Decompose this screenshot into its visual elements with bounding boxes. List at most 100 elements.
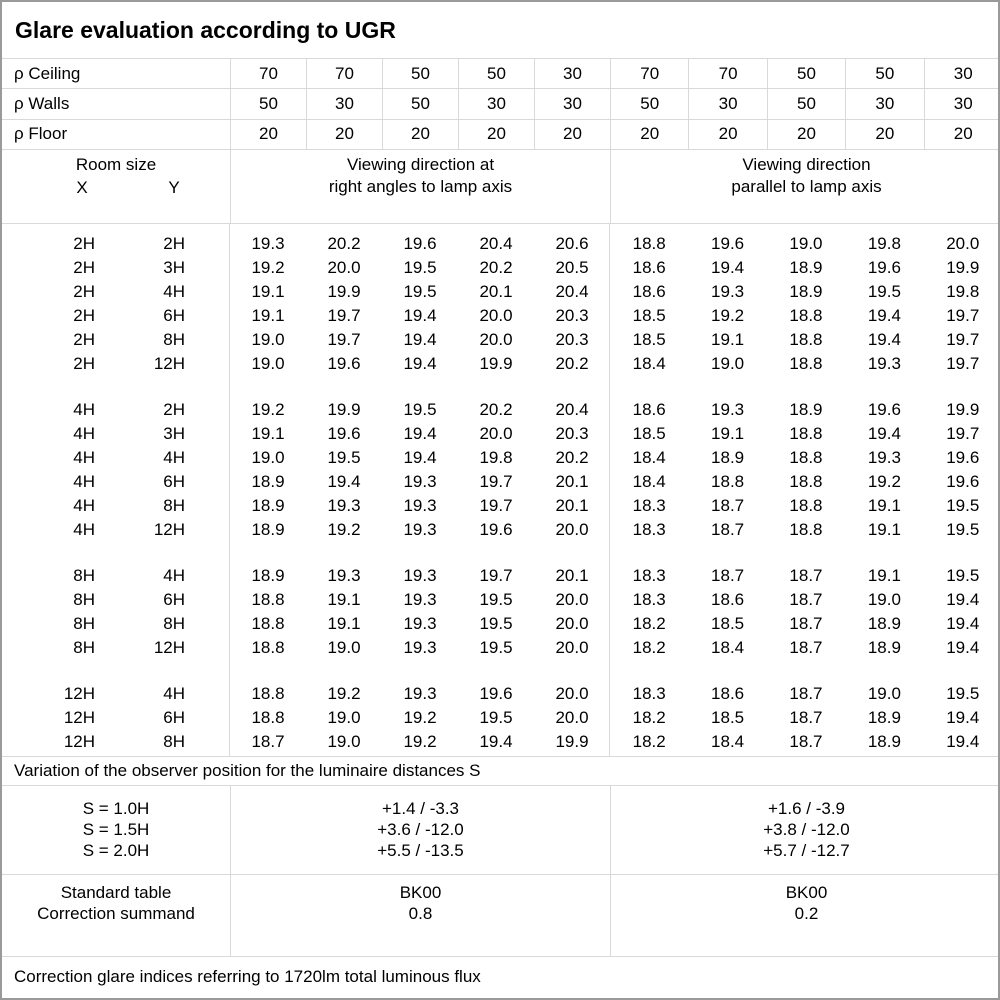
ugr-value-right-angles: 19.3 [403, 471, 437, 491]
ugr-value-right-angles: 19.5 [403, 281, 437, 301]
room-size-y: 4H [163, 281, 185, 301]
reflectance-value: 20 [458, 119, 534, 149]
ugr-value-right-angles: 19.0 [251, 329, 285, 349]
reflectance-value: 30 [534, 89, 610, 119]
ugr-value-right-angles: 19.3 [403, 519, 437, 539]
ugr-value-parallel: 18.8 [711, 471, 745, 491]
ugr-value-right-angles: 20.2 [327, 233, 361, 253]
reflectance-value: 20 [766, 119, 845, 149]
ugr-value-parallel: 19.8 [867, 233, 901, 253]
ugr-value-right-angles: 20.1 [555, 471, 589, 491]
ugr-value-right-angles: 20.4 [479, 233, 513, 253]
group-header-right-angles-line2: right angles to lamp axis [328, 176, 513, 196]
ugr-value-parallel: 18.7 [789, 707, 823, 727]
ugr-value-right-angles: 20.1 [555, 495, 589, 515]
ugr-row: 4H 4H 19.0 19.5 19.4 19.8 20.2 18.4 18.9 18.8 19.3… [2, 446, 998, 470]
ugr-value-parallel: 19.1 [711, 423, 745, 443]
block-gap [2, 660, 998, 682]
ugr-value-right-angles: 18.8 [251, 637, 285, 657]
ugr-value-parallel: 19.4 [867, 305, 901, 325]
room-size-x: 2H [73, 305, 95, 325]
variation-value: +1.4 / -3.3 [381, 799, 460, 819]
correction-summand-value: 0.8 [408, 903, 433, 923]
ugr-value-parallel: 18.9 [867, 731, 901, 751]
ugr-value-right-angles: 20.1 [555, 565, 589, 585]
ugr-value-parallel: 18.4 [711, 637, 745, 657]
ugr-value-right-angles: 19.6 [479, 519, 513, 539]
room-size-x: 4H [73, 471, 95, 491]
ugr-value-right-angles: 20.0 [555, 519, 589, 539]
ugr-value-right-angles: 19.7 [479, 565, 513, 585]
ugr-value-right-angles: 19.5 [403, 257, 437, 277]
ugr-value-right-angles: 18.9 [251, 495, 285, 515]
ugr-value-parallel: 19.6 [867, 399, 901, 419]
ugr-value-parallel: 18.7 [789, 683, 823, 703]
ugr-value-parallel: 19.2 [867, 471, 901, 491]
reflectance-value: 20 [845, 119, 923, 149]
standard-table-label: Standard table [60, 882, 172, 902]
ugr-value-right-angles: 19.7 [327, 329, 361, 349]
room-size-y: 3H [163, 257, 185, 277]
ugr-value-right-angles: 19.5 [479, 707, 513, 727]
reflectance-value: 50 [766, 89, 845, 119]
room-size-x: 2H [73, 257, 95, 277]
ugr-value-parallel: 18.9 [789, 399, 823, 419]
reflectance-value: 50 [458, 59, 534, 89]
ugr-value-right-angles: 18.8 [251, 589, 285, 609]
ugr-value-parallel: 19.9 [946, 399, 980, 419]
standard-table-value: BK00 [785, 882, 828, 902]
ugr-value-parallel: 18.8 [789, 305, 823, 325]
ugr-row: 8H 12H 18.8 19.0 19.3 19.5 20.0 18.2 18.4 18.7 18.… [2, 636, 998, 660]
y-axis-label: Y [168, 177, 180, 197]
room-size-x: 4H [73, 447, 95, 467]
ugr-value-parallel: 19.1 [867, 565, 901, 585]
ugr-value-right-angles: 19.7 [479, 495, 513, 515]
ugr-value-parallel: 19.4 [946, 637, 980, 657]
ugr-value-parallel: 19.0 [711, 353, 745, 373]
ugr-value-right-angles: 19.9 [327, 281, 361, 301]
ugr-value-right-angles: 20.0 [555, 613, 589, 633]
room-size-x: 2H [73, 233, 95, 253]
divider-viewing-groups [609, 223, 610, 756]
reflectance-value: 20 [230, 119, 306, 149]
ugr-value-right-angles: 19.6 [479, 683, 513, 703]
ugr-value-parallel: 18.9 [789, 257, 823, 277]
ugr-value-right-angles: 18.9 [251, 565, 285, 585]
ugr-value-parallel: 19.1 [867, 519, 901, 539]
ugr-value-parallel: 18.9 [789, 281, 823, 301]
room-size-y: 6H [163, 305, 185, 325]
ugr-value-parallel: 18.7 [711, 519, 745, 539]
ugr-value-right-angles: 20.3 [555, 423, 589, 443]
ugr-value-right-angles: 19.3 [327, 565, 361, 585]
ugr-row: 4H 12H 18.9 19.2 19.3 19.6 20.0 18.3 18.7 18.8 19.… [2, 518, 998, 542]
ugr-value-parallel: 19.4 [946, 589, 980, 609]
ugr-value-right-angles: 19.2 [327, 683, 361, 703]
ugr-value-parallel: 18.8 [632, 233, 666, 253]
ugr-value-right-angles: 20.6 [555, 233, 589, 253]
room-size-x: 4H [73, 423, 95, 443]
ugr-value-right-angles: 19.3 [403, 613, 437, 633]
ugr-value-parallel: 18.7 [789, 613, 823, 633]
ugr-row: 12H 6H 18.8 19.0 19.2 19.5 20.0 18.2 18.5 18.7 18.… [2, 706, 998, 730]
ugr-value-right-angles: 19.7 [327, 305, 361, 325]
ugr-row: 2H 8H 19.0 19.7 19.4 20.0 20.3 18.5 19.1 18.8 19.4… [2, 328, 998, 352]
group-header-parallel: Viewing direction parallel to lamp axis [610, 149, 998, 223]
ugr-value-parallel: 18.8 [789, 423, 823, 443]
ugr-row: 8H 8H 18.8 19.1 19.3 19.5 20.0 18.2 18.5 18.7 18.9… [2, 612, 998, 636]
ugr-value-parallel: 18.9 [867, 637, 901, 657]
ugr-value-parallel: 18.5 [632, 329, 666, 349]
standard-values-parallel: BK00 0.2 [610, 874, 998, 956]
ugr-value-right-angles: 19.2 [327, 519, 361, 539]
ugr-value-right-angles: 20.2 [555, 353, 589, 373]
variation-value: +3.6 / -12.0 [377, 820, 464, 840]
ugr-value-right-angles: 20.2 [479, 399, 513, 419]
ugr-value-parallel: 18.3 [632, 565, 666, 585]
ugr-value-right-angles: 19.0 [327, 637, 361, 657]
room-size-x: 8H [73, 613, 95, 633]
ugr-value-right-angles: 20.4 [555, 281, 589, 301]
ugr-value-right-angles: 20.0 [555, 707, 589, 727]
page-title: Glare evaluation according to UGR [2, 2, 998, 59]
ugr-value-parallel: 18.4 [632, 471, 666, 491]
room-size-x: 12H [63, 731, 95, 751]
